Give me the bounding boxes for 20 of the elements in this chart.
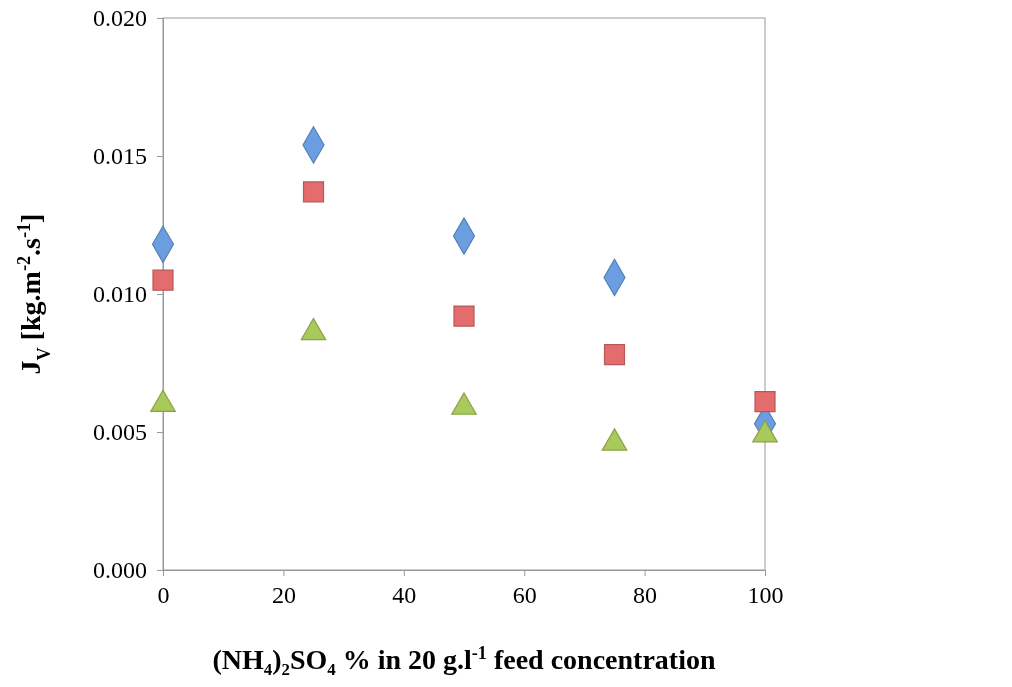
x-tick-label: 20 [271, 582, 296, 609]
point [601, 428, 628, 451]
point [150, 389, 176, 413]
y-tick-label: 0.010 [93, 281, 147, 308]
x-tick-label: 100 [747, 582, 784, 609]
point [152, 269, 174, 291]
point [302, 181, 325, 203]
point [752, 420, 778, 443]
x-tick-label: 40 [392, 582, 417, 609]
x-tick-label: 60 [512, 582, 537, 609]
y-tick-label: 0.000 [93, 557, 147, 584]
y-tick-label: 0.015 [93, 143, 147, 170]
point [453, 305, 475, 327]
point [451, 392, 477, 415]
x-axis-title: (NH₄)₂SO₄ % in 20 g.l$^{-1}$ feed concentration [212, 643, 716, 675]
y-tick-label: 0.005 [93, 419, 147, 446]
point [300, 317, 327, 341]
x-tick-label: 80 [633, 582, 658, 609]
y-tick-label: 0.020 [93, 5, 147, 32]
x-tick-label: 0 [157, 582, 170, 609]
